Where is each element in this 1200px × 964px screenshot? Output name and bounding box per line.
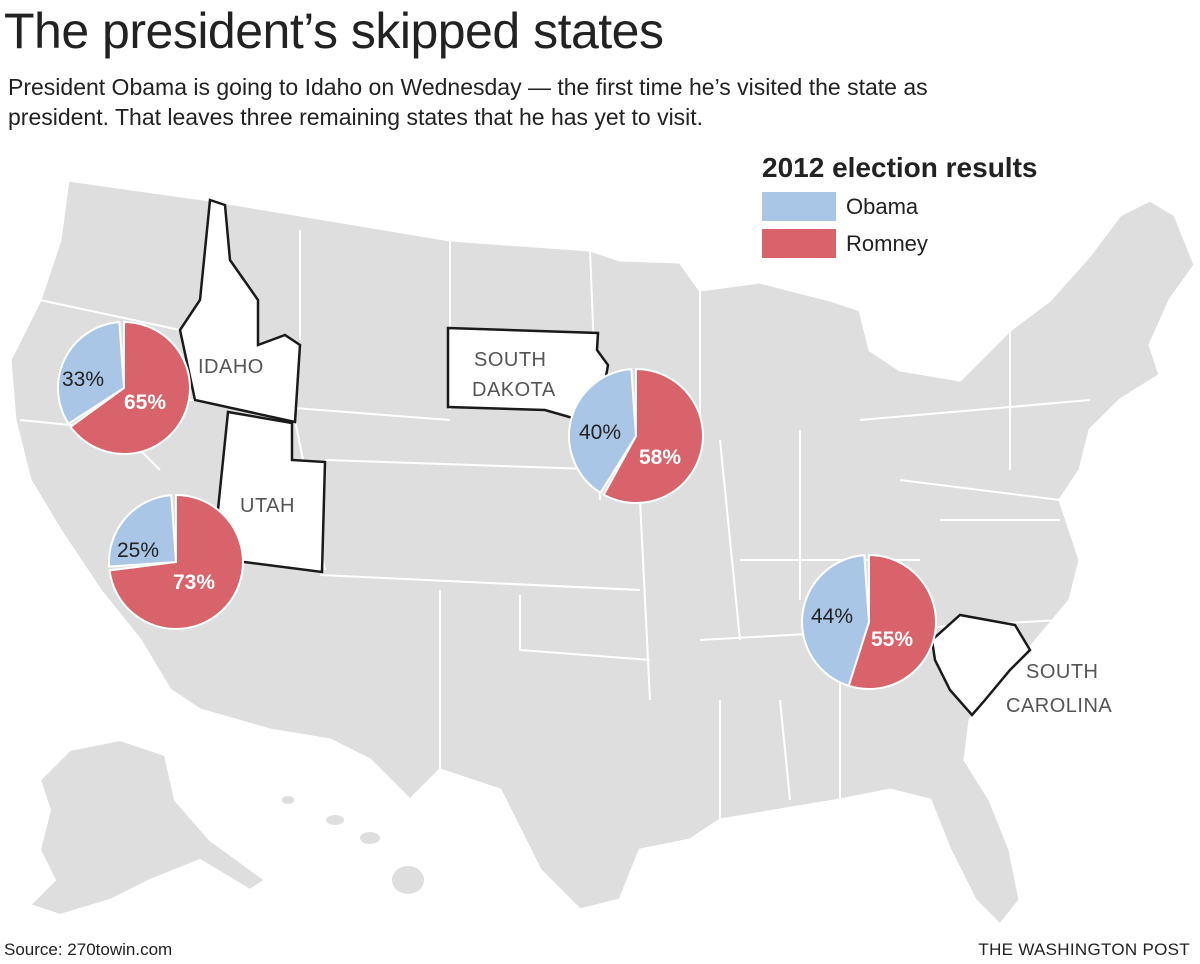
pie-south-dakota-obama-slice	[568, 368, 638, 495]
source-note: Source: 270towin.com	[4, 940, 173, 959]
pie-south-dakota-obama-label: 40%	[579, 421, 621, 444]
legend-swatch-romney	[762, 229, 836, 258]
legend-item-romney: Romney	[762, 229, 1102, 258]
legend-item-obama: Obama	[762, 192, 1102, 221]
pie-utah-romney-label: 73%	[173, 571, 215, 594]
hawaii	[282, 796, 424, 894]
pie-utah: 25% 73%	[108, 493, 244, 630]
pie-south-carolina-obama-slice	[801, 554, 871, 688]
state-label-south-dakota-line2: DAKOTA	[472, 379, 556, 401]
pie-idaho-romney-slice	[69, 320, 191, 455]
legend-label-romney: Romney	[846, 230, 928, 256]
us-landmass	[8, 178, 1197, 928]
legend-swatch-obama	[762, 192, 836, 221]
state-label-utah: UTAH	[240, 495, 295, 517]
state-label-south-dakota-line1: SOUTH	[474, 349, 547, 371]
pie-south-carolina-romney-slice	[847, 553, 937, 690]
pie-south-dakota-romney-slice	[602, 367, 704, 504]
subtitle-line-2: president. That leaves three remaining s…	[8, 104, 704, 130]
state-label-idaho: IDAHO	[198, 356, 264, 378]
legend-label-obama: Obama	[846, 193, 919, 219]
legend-title: 2012 election results	[762, 152, 1038, 183]
alaska	[28, 738, 267, 917]
page-title: The president’s skipped states	[4, 3, 664, 59]
pie-south-dakota-romney-label: 58%	[639, 446, 681, 469]
pie-south-carolina-romney-label: 55%	[871, 628, 913, 651]
legend: 2012 election results Obama Romney	[762, 152, 1102, 258]
state-label-south-carolina-line1: SOUTH	[1026, 661, 1099, 683]
subtitle-line-1: President Obama is going to Idaho on Wed…	[8, 74, 928, 100]
idaho-shape	[178, 198, 302, 424]
pie-south-carolina: 44% 55%	[801, 553, 937, 690]
subtitle: President Obama is going to Idaho on Wed…	[8, 72, 1128, 132]
pie-utah-obama-slice	[108, 494, 178, 568]
pie-south-carolina-obama-label: 44%	[811, 605, 853, 628]
pie-idaho-obama-slice	[57, 321, 126, 426]
publisher-credit: THE WASHINGTON POST	[978, 940, 1190, 959]
state-label-south-carolina-line2: CAROLINA	[1006, 695, 1112, 717]
pie-idaho-romney-label: 65%	[124, 391, 166, 414]
pie-idaho-obama-label: 33%	[62, 368, 104, 391]
pie-south-dakota: 40% 58%	[568, 367, 704, 504]
pie-idaho: 33% 65%	[57, 320, 191, 455]
pie-utah-obama-label: 25%	[117, 539, 159, 562]
south-carolina-shape	[930, 613, 1032, 717]
